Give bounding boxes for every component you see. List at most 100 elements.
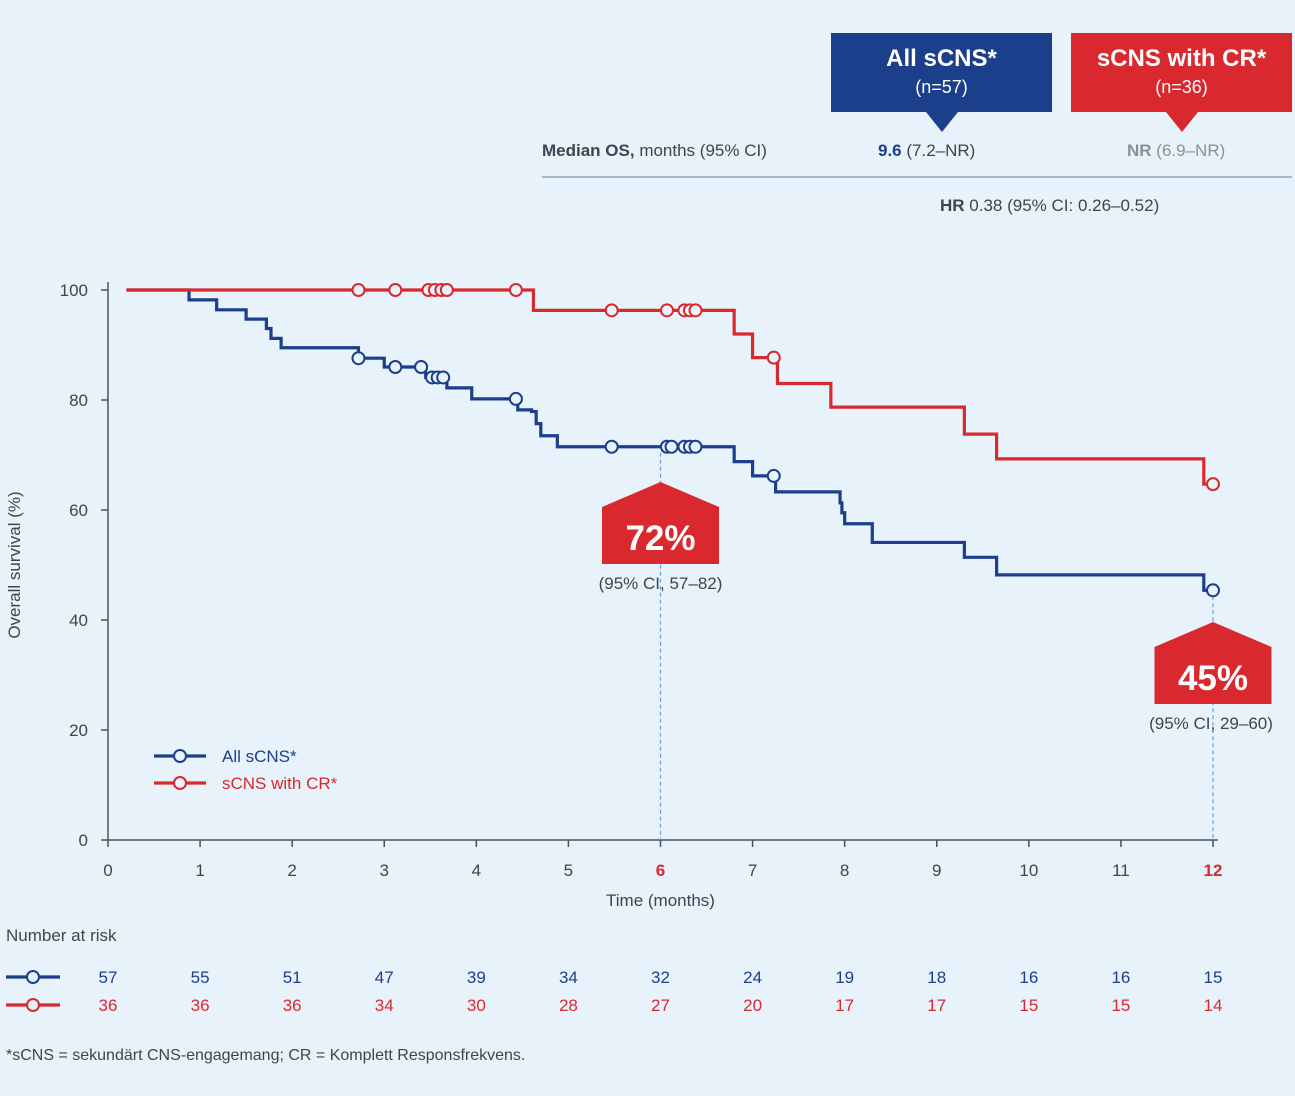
risk-count-cr: 15 — [1019, 996, 1038, 1015]
risk-count-all: 47 — [375, 968, 394, 987]
percent-badge — [1154, 622, 1272, 704]
x-tick-label: 7 — [748, 861, 757, 880]
median-os-cr-ci: (6.9–NR) — [1156, 141, 1226, 160]
y-tick-label: 20 — [69, 721, 88, 740]
x-tick-label: 10 — [1019, 861, 1038, 880]
percent-badge-ci: (95% CI, 29–60) — [1149, 714, 1273, 733]
hazard-ratio: HR 0.38 (95% CI: 0.26–0.52) — [940, 196, 1159, 216]
censor-mark-cr — [1206, 477, 1220, 492]
censor-mark-all — [664, 439, 679, 454]
censor-mark-all — [688, 439, 703, 454]
x-tick-label: 6 — [656, 861, 665, 880]
risk-count-all: 19 — [835, 968, 854, 987]
median-os-label-bold: Median OS, — [542, 141, 635, 160]
number-at-risk-table: Number at risk 57 55 51 47 39 34 32 24 19 18 16 16 15… — [6, 926, 1222, 1015]
risk-count-cr: 28 — [559, 996, 578, 1015]
censor-mark-all — [508, 391, 523, 406]
censor-mark-cr — [388, 283, 403, 297]
box-all-title: All sCNS* — [886, 45, 997, 72]
curve-scns-cr — [126, 288, 1213, 486]
risk-count-cr: 20 — [743, 996, 762, 1015]
median-os-label-rest: months (95% CI) — [639, 141, 767, 160]
x-tick-label: 12 — [1204, 861, 1223, 880]
risk-count-all: 18 — [927, 968, 946, 987]
risk-count-all: 24 — [743, 968, 762, 987]
hazard-ratio-label: HR — [940, 196, 965, 215]
censor-mark-all — [436, 370, 451, 385]
survival-curves — [126, 283, 1220, 598]
box-cr-n: (n=36) — [1155, 77, 1208, 97]
median-os-label: Median OS, months (95% CI) — [542, 141, 767, 161]
box-cr-pointer — [1165, 112, 1198, 132]
x-tick-label: 4 — [472, 861, 481, 880]
risk-count-all: 16 — [1019, 968, 1038, 987]
risk-count-cr: 17 — [927, 996, 946, 1015]
risk-count-cr: 17 — [835, 996, 854, 1015]
risk-count-cr: 14 — [1204, 996, 1223, 1015]
y-tick-label: 60 — [69, 501, 88, 520]
censor-mark-cr — [766, 350, 781, 365]
risk-count-cr: 27 — [651, 996, 670, 1015]
curve-all-scns — [126, 288, 1213, 592]
risk-row-marker — [26, 998, 40, 1012]
risk-row-marker — [26, 970, 40, 984]
annotation-badges: 72% (95% CI, 57–82) 45% (95% CI, 29–60) — [599, 482, 1273, 733]
risk-count-all: 32 — [651, 968, 670, 987]
x-tick-label: 5 — [564, 861, 573, 880]
risk-count-cr: 30 — [467, 996, 486, 1015]
footnote: *sCNS = sekundärt CNS-engagemang; CR = K… — [6, 1047, 525, 1064]
median-os-cr-value: NR — [1127, 141, 1152, 160]
y-tick-label: 100 — [60, 281, 88, 300]
risk-count-all: 39 — [467, 968, 486, 987]
x-tick-label: 3 — [380, 861, 389, 880]
censor-mark-cr — [659, 303, 674, 318]
risk-count-cr: 36 — [191, 996, 210, 1015]
risk-count-cr: 15 — [1111, 996, 1130, 1015]
median-os-all-value: 9.6 — [878, 141, 902, 160]
legend-label-cr: sCNS with CR* — [222, 774, 338, 793]
risk-count-cr: 34 — [375, 996, 394, 1015]
censor-mark-all — [388, 360, 403, 374]
censor-mark-all — [414, 360, 429, 374]
risk-count-all: 15 — [1204, 968, 1223, 987]
percent-badge-value: 45% — [1178, 659, 1248, 698]
x-axis-title: Time (months) — [606, 891, 715, 910]
x-tick-label: 2 — [287, 861, 296, 880]
percent-badge-ci: (95% CI, 57–82) — [599, 574, 723, 593]
censor-mark-cr — [508, 283, 523, 297]
risk-count-cr: 36 — [99, 996, 118, 1015]
percent-badge — [602, 482, 719, 564]
y-tick-label: 40 — [69, 611, 88, 630]
median-os-all: 9.6 (7.2–NR) — [878, 141, 975, 161]
box-all-pointer — [925, 112, 958, 132]
x-tick-label: 0 — [103, 861, 112, 880]
x-tick-label: 9 — [932, 861, 941, 880]
risk-count-all: 55 — [191, 968, 210, 987]
risk-count-all: 57 — [99, 968, 118, 987]
legend-label-all: All sCNS* — [222, 747, 297, 766]
risk-count-cr: 36 — [283, 996, 302, 1015]
x-tick-label: 11 — [1112, 861, 1130, 880]
censor-mark-cr — [351, 283, 366, 297]
chart-legend: All sCNS* sCNS with CR* — [154, 747, 338, 793]
median-os-all-ci: (7.2–NR) — [906, 141, 976, 160]
censor-mark-cr — [604, 303, 619, 318]
x-tick-label: 1 — [195, 861, 204, 880]
percent-badge-value: 72% — [625, 519, 695, 558]
censor-mark-all — [604, 439, 619, 454]
legend-marker — [173, 749, 187, 763]
legend-marker — [173, 776, 187, 790]
censor-mark-all — [1206, 583, 1220, 598]
y-tick-label: 0 — [79, 831, 88, 850]
hazard-ratio-value: 0.38 (95% CI: 0.26–0.52) — [969, 196, 1160, 215]
censor-mark-cr — [439, 283, 454, 297]
risk-count-all: 34 — [559, 968, 578, 987]
risk-count-all: 51 — [283, 968, 302, 987]
number-at-risk-title: Number at risk — [6, 926, 117, 945]
box-cr-title: sCNS with CR* — [1096, 45, 1267, 72]
legend-box-all-scns: All sCNS* (n=57) — [831, 33, 1052, 132]
censor-mark-all — [766, 468, 781, 483]
y-axis-title: Overall survival (%) — [5, 491, 24, 638]
